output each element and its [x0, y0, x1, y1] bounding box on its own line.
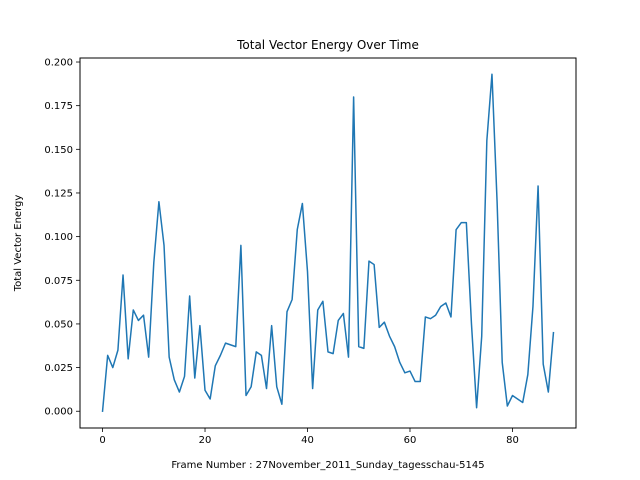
y-tick-label: 0.200 [44, 58, 73, 69]
y-tick-label: 0.100 [44, 232, 73, 243]
y-tick-label: 0.000 [44, 407, 73, 418]
series-line [101, 73, 555, 413]
plot-area: 0 20 40 60 80 0.000 0.025 0.050 0.075 0.100 0.125 0… [44, 58, 555, 446]
axes-frame [79, 57, 577, 429]
x-tick-label: 0 [99, 435, 105, 446]
y-tick-label: 0.125 [44, 188, 73, 199]
y-axis-label: Total Vector Energy [13, 195, 24, 293]
chart-title: Total Vector Energy Over Time [236, 38, 419, 52]
y-tick-label: 0.025 [44, 363, 73, 374]
y-tick-label: 0.175 [44, 101, 73, 112]
x-tick-label: 20 [199, 435, 212, 446]
y-tick-label: 0.075 [44, 276, 73, 287]
x-tick-label: 60 [404, 435, 417, 446]
x-tick-label: 40 [301, 435, 314, 446]
y-tick-label: 0.050 [44, 319, 73, 330]
x-axis-label: Frame Number : 27November_2011_Sunday_ta… [171, 460, 484, 471]
x-tick-label: 80 [506, 435, 519, 446]
y-tick-label: 0.150 [44, 145, 73, 156]
